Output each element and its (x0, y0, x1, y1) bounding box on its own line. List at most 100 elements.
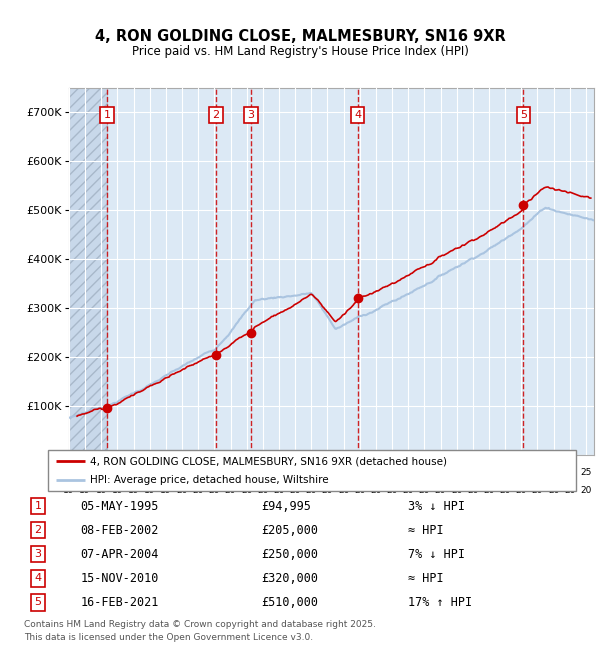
Text: 20: 20 (580, 486, 592, 495)
Text: 16-FEB-2021: 16-FEB-2021 (80, 595, 159, 608)
Text: 15: 15 (419, 468, 430, 477)
Text: 21: 21 (515, 468, 527, 477)
Text: 20: 20 (257, 486, 269, 495)
Text: 99: 99 (160, 468, 172, 477)
Bar (69, 88, 107, 455)
Text: 15-NOV-2010: 15-NOV-2010 (80, 572, 159, 585)
Text: 19: 19 (144, 486, 155, 495)
Text: £205,000: £205,000 (261, 524, 318, 537)
Text: 03: 03 (225, 468, 236, 477)
Text: 95: 95 (95, 468, 107, 477)
Text: 7% ↓ HPI: 7% ↓ HPI (407, 547, 464, 560)
Text: 01: 01 (193, 468, 204, 477)
Text: 20: 20 (289, 486, 301, 495)
Text: 20: 20 (515, 486, 527, 495)
Text: 20: 20 (564, 486, 575, 495)
Text: 14: 14 (403, 468, 414, 477)
Text: 20: 20 (451, 486, 463, 495)
Text: 20: 20 (386, 486, 398, 495)
Text: This data is licensed under the Open Government Licence v3.0.: This data is licensed under the Open Gov… (24, 633, 313, 642)
Text: 07: 07 (289, 468, 301, 477)
Text: 08: 08 (305, 468, 317, 477)
Text: 22: 22 (532, 468, 543, 477)
Text: 3: 3 (248, 110, 254, 120)
Text: 20: 20 (354, 486, 365, 495)
Text: £250,000: £250,000 (261, 547, 318, 560)
Text: 1: 1 (103, 110, 110, 120)
FancyBboxPatch shape (48, 450, 576, 491)
Text: 06: 06 (273, 468, 285, 477)
Text: 07-APR-2004: 07-APR-2004 (80, 547, 159, 560)
Text: 20: 20 (305, 486, 317, 495)
Text: 2: 2 (35, 525, 41, 535)
Text: 19: 19 (79, 486, 91, 495)
Text: 5: 5 (35, 597, 41, 607)
Text: 24: 24 (564, 468, 575, 477)
Text: 20: 20 (225, 486, 236, 495)
Text: 19: 19 (95, 486, 107, 495)
Text: 98: 98 (144, 468, 155, 477)
Text: 02: 02 (209, 468, 220, 477)
Text: 4, RON GOLDING CLOSE, MALMESBURY, SN16 9XR (detached house): 4, RON GOLDING CLOSE, MALMESBURY, SN16 9… (90, 456, 447, 466)
Text: 2: 2 (212, 110, 220, 120)
Text: 04: 04 (241, 468, 253, 477)
Text: 4: 4 (354, 110, 361, 120)
Text: 1: 1 (35, 501, 41, 511)
Text: 3: 3 (35, 549, 41, 559)
Text: 19: 19 (63, 486, 75, 495)
Text: HPI: Average price, detached house, Wiltshire: HPI: Average price, detached house, Wilt… (90, 475, 329, 485)
Text: 05-MAY-1995: 05-MAY-1995 (80, 499, 159, 512)
Text: 96: 96 (112, 468, 123, 477)
Text: 20: 20 (274, 486, 284, 495)
Text: 20: 20 (548, 486, 559, 495)
Text: 05: 05 (257, 468, 269, 477)
Text: 17: 17 (451, 468, 463, 477)
Text: 08-FEB-2002: 08-FEB-2002 (80, 524, 159, 537)
Text: 4: 4 (35, 573, 41, 583)
Text: Price paid vs. HM Land Registry's House Price Index (HPI): Price paid vs. HM Land Registry's House … (131, 46, 469, 58)
Text: £320,000: £320,000 (261, 572, 318, 585)
Text: 19: 19 (128, 486, 139, 495)
Text: 23: 23 (548, 468, 559, 477)
Text: 10: 10 (338, 468, 349, 477)
Text: 11: 11 (354, 468, 365, 477)
Text: 20: 20 (467, 486, 479, 495)
Text: 19: 19 (483, 468, 495, 477)
Text: 20: 20 (193, 486, 204, 495)
Text: £510,000: £510,000 (261, 595, 318, 608)
Text: 20: 20 (403, 486, 414, 495)
Text: 20: 20 (209, 486, 220, 495)
Text: 93: 93 (63, 468, 75, 477)
Text: 12: 12 (370, 468, 382, 477)
Text: 20: 20 (370, 486, 382, 495)
Text: 20: 20 (176, 486, 188, 495)
Text: 20: 20 (532, 486, 543, 495)
Text: 20: 20 (338, 486, 349, 495)
Text: 17% ↑ HPI: 17% ↑ HPI (407, 595, 472, 608)
Text: 19: 19 (160, 486, 172, 495)
Text: 20: 20 (499, 468, 511, 477)
Text: £94,995: £94,995 (261, 499, 311, 512)
Text: 16: 16 (435, 468, 446, 477)
Text: 4, RON GOLDING CLOSE, MALMESBURY, SN16 9XR: 4, RON GOLDING CLOSE, MALMESBURY, SN16 9… (95, 29, 505, 44)
Text: 20: 20 (419, 486, 430, 495)
Text: 3% ↓ HPI: 3% ↓ HPI (407, 499, 464, 512)
Text: 20: 20 (241, 486, 253, 495)
Bar (69, 88, 107, 455)
Text: 00: 00 (176, 468, 188, 477)
Text: 5: 5 (520, 110, 527, 120)
Text: 20: 20 (484, 486, 494, 495)
Text: ≈ HPI: ≈ HPI (407, 524, 443, 537)
Text: 20: 20 (322, 486, 333, 495)
Text: 20: 20 (435, 486, 446, 495)
Text: 94: 94 (79, 468, 91, 477)
Text: 09: 09 (322, 468, 333, 477)
Text: 97: 97 (128, 468, 139, 477)
Text: 19: 19 (112, 486, 123, 495)
Text: Contains HM Land Registry data © Crown copyright and database right 2025.: Contains HM Land Registry data © Crown c… (24, 619, 376, 629)
Text: 18: 18 (467, 468, 479, 477)
Text: ≈ HPI: ≈ HPI (407, 572, 443, 585)
Text: 20: 20 (499, 486, 511, 495)
Text: 25: 25 (580, 468, 592, 477)
Text: 13: 13 (386, 468, 398, 477)
